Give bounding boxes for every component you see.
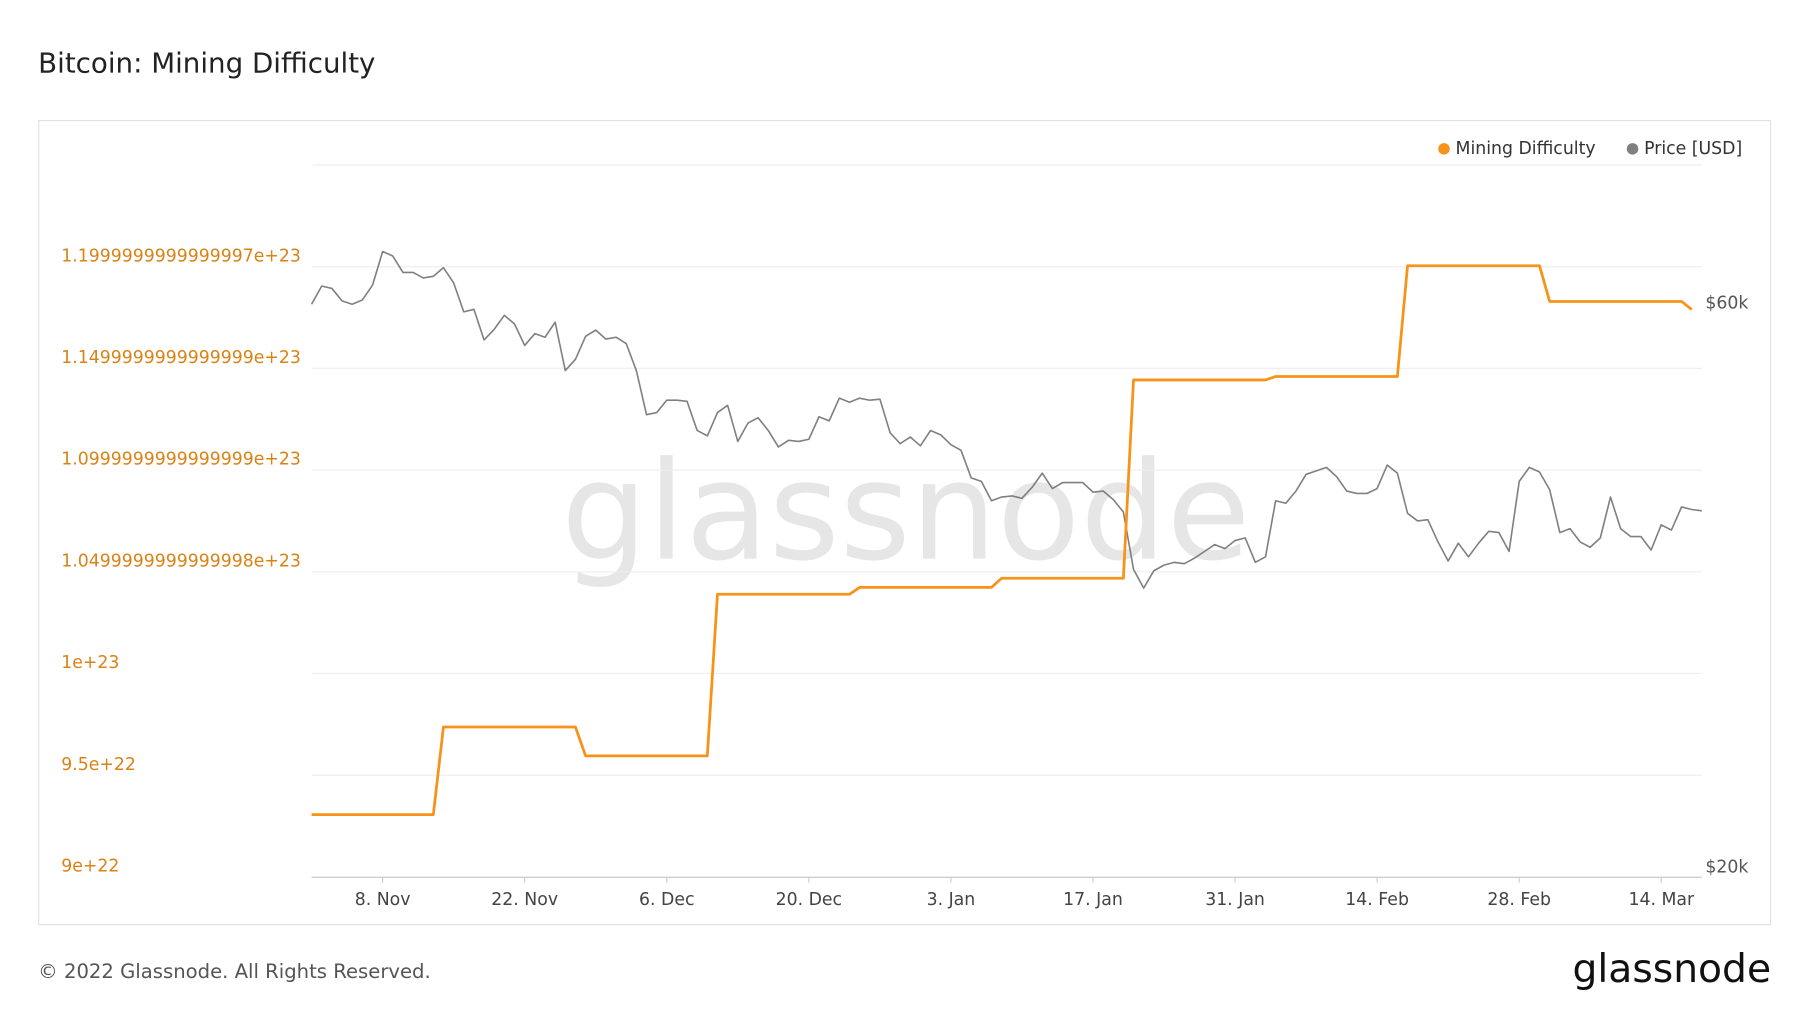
x-tick-label: 17. Jan <box>1063 890 1123 910</box>
y-tick-label: 1.0999999999999999e+23 <box>61 450 301 470</box>
x-tick-label: 22. Nov <box>491 890 558 910</box>
series-line <box>311 264 1693 817</box>
x-tick-label: 28. Feb <box>1487 890 1551 910</box>
x-tick-label: 31. Jan <box>1205 890 1265 910</box>
watermark: glassnode <box>561 434 1250 592</box>
x-tick-label: 14. Mar <box>1628 890 1695 910</box>
y-tick-label: 9e+22 <box>61 856 119 876</box>
x-tick-label: 6. Dec <box>639 890 694 910</box>
x-tick-label: 3. Jan <box>927 890 976 910</box>
legend-label: Mining Difficulty <box>1456 139 1596 159</box>
y-tick-label: 1.1499999999999999e+23 <box>61 348 301 368</box>
y-tick-label: 1e+23 <box>61 653 119 673</box>
y-tick-label: 1.1999999999999997e+23 <box>61 246 301 266</box>
x-tick-label: 20. Dec <box>776 890 842 910</box>
y2-tick-label: $20k <box>1705 858 1748 878</box>
y-tick-label: 9.5e+22 <box>61 755 136 775</box>
x-tick-label: 14. Feb <box>1345 890 1409 910</box>
y-tick-label: 1.0499999999999998e+23 <box>61 551 301 571</box>
legend-swatch <box>1438 143 1450 155</box>
legend-swatch <box>1626 143 1639 155</box>
chart-title: Bitcoin: Mining Difficulty <box>38 47 375 80</box>
brand-logo: glassnode <box>1573 947 1772 992</box>
legend-label: Price [USD] <box>1644 139 1742 159</box>
series-line <box>310 250 1702 589</box>
plot-panel <box>38 119 1772 926</box>
footer: © 2022 Glassnode. All Rights Reserved. <box>38 960 431 983</box>
x-tick-label: 8. Nov <box>355 890 411 910</box>
y2-tick-label: $60k <box>1705 293 1748 313</box>
